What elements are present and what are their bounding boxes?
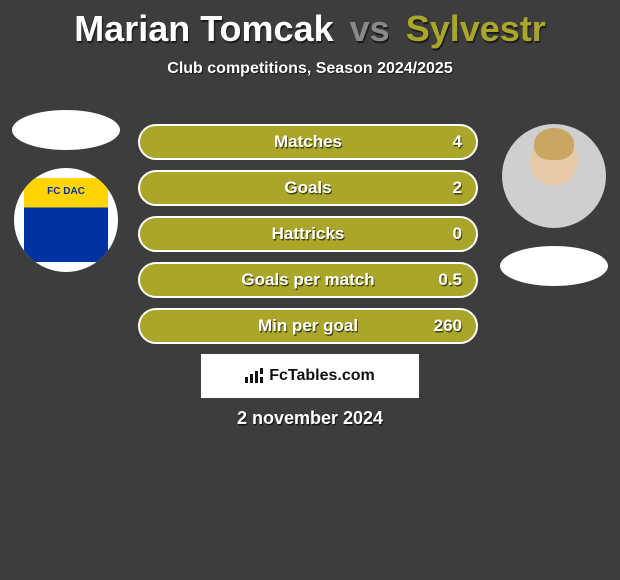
stat-bar-matches: Matches 4 — [138, 124, 478, 160]
stat-label: Hattricks — [272, 224, 345, 244]
brand-text: FcTables.com — [269, 367, 375, 385]
subtitle: Club competitions, Season 2024/2025 — [0, 60, 620, 78]
stat-label: Min per goal — [258, 316, 358, 336]
stat-bar-hattricks: Hattricks 0 — [138, 216, 478, 252]
stat-value: 4 — [453, 132, 462, 152]
stat-bar-goals-per-match: Goals per match 0.5 — [138, 262, 478, 298]
stat-bar-goals: Goals 2 — [138, 170, 478, 206]
stat-value: 2 — [453, 178, 462, 198]
stat-bar-min-per-goal: Min per goal 260 — [138, 308, 478, 344]
player1-name-pill — [12, 110, 120, 150]
stat-value: 0 — [453, 224, 462, 244]
comparison-card: Marian Tomcak vs Sylvestr Club competiti… — [0, 0, 620, 580]
stat-label: Matches — [274, 132, 342, 152]
bar-chart-icon — [245, 369, 263, 383]
player2-photo — [502, 124, 606, 228]
player2-column — [494, 124, 614, 286]
player2-name-pill — [500, 246, 608, 286]
stat-value: 0.5 — [438, 270, 462, 290]
vs-label: vs — [350, 8, 390, 49]
player1-name: Marian Tomcak — [74, 8, 333, 49]
stat-label: Goals — [284, 178, 331, 198]
stat-label: Goals per match — [241, 270, 374, 290]
brand-link[interactable]: FcTables.com — [201, 354, 419, 398]
player1-column: FC DAC — [6, 110, 126, 272]
page-title: Marian Tomcak vs Sylvestr — [0, 0, 620, 50]
date-label: 2 november 2024 — [0, 408, 620, 429]
stat-bars: Matches 4 Goals 2 Hattricks 0 Goals per … — [138, 124, 478, 344]
crest-text: FC DAC — [14, 186, 118, 197]
stat-value: 260 — [434, 316, 462, 336]
player2-name: Sylvestr — [406, 8, 546, 49]
player1-club-crest: FC DAC — [14, 168, 118, 272]
